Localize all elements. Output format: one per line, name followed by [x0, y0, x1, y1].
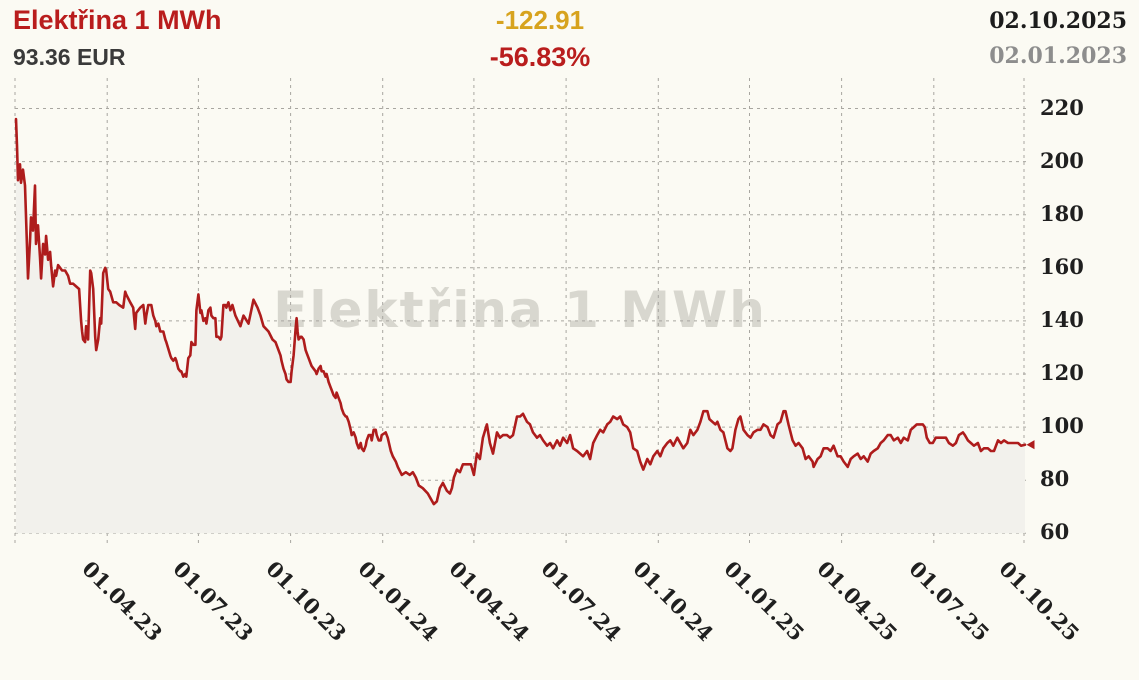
y-axis-label: 180 [1040, 200, 1084, 226]
last-price-marker [1026, 440, 1035, 450]
y-axis-label: 100 [1040, 413, 1084, 439]
y-axis-label: 80 [1040, 466, 1070, 492]
end-date: 02.10.2025 [989, 8, 1127, 34]
y-axis-label: 120 [1040, 360, 1084, 385]
y-axis-label: 60 [1040, 519, 1070, 545]
change-percent: -56.83% [489, 42, 591, 72]
y-axis-label: 200 [1040, 147, 1084, 173]
change-absolute: -122.91 [495, 5, 585, 35]
y-axis-label: 140 [1040, 306, 1084, 332]
y-axis-label: 160 [1040, 253, 1084, 279]
start-date: 02.01.2023 [989, 43, 1127, 69]
y-axis-label: 220 [1040, 94, 1084, 120]
instrument-title: Elektřina 1 MWh [13, 5, 222, 35]
current-price: 93.36 EUR [13, 44, 126, 70]
chart-watermark: Elektřina 1 MWh [273, 281, 767, 339]
